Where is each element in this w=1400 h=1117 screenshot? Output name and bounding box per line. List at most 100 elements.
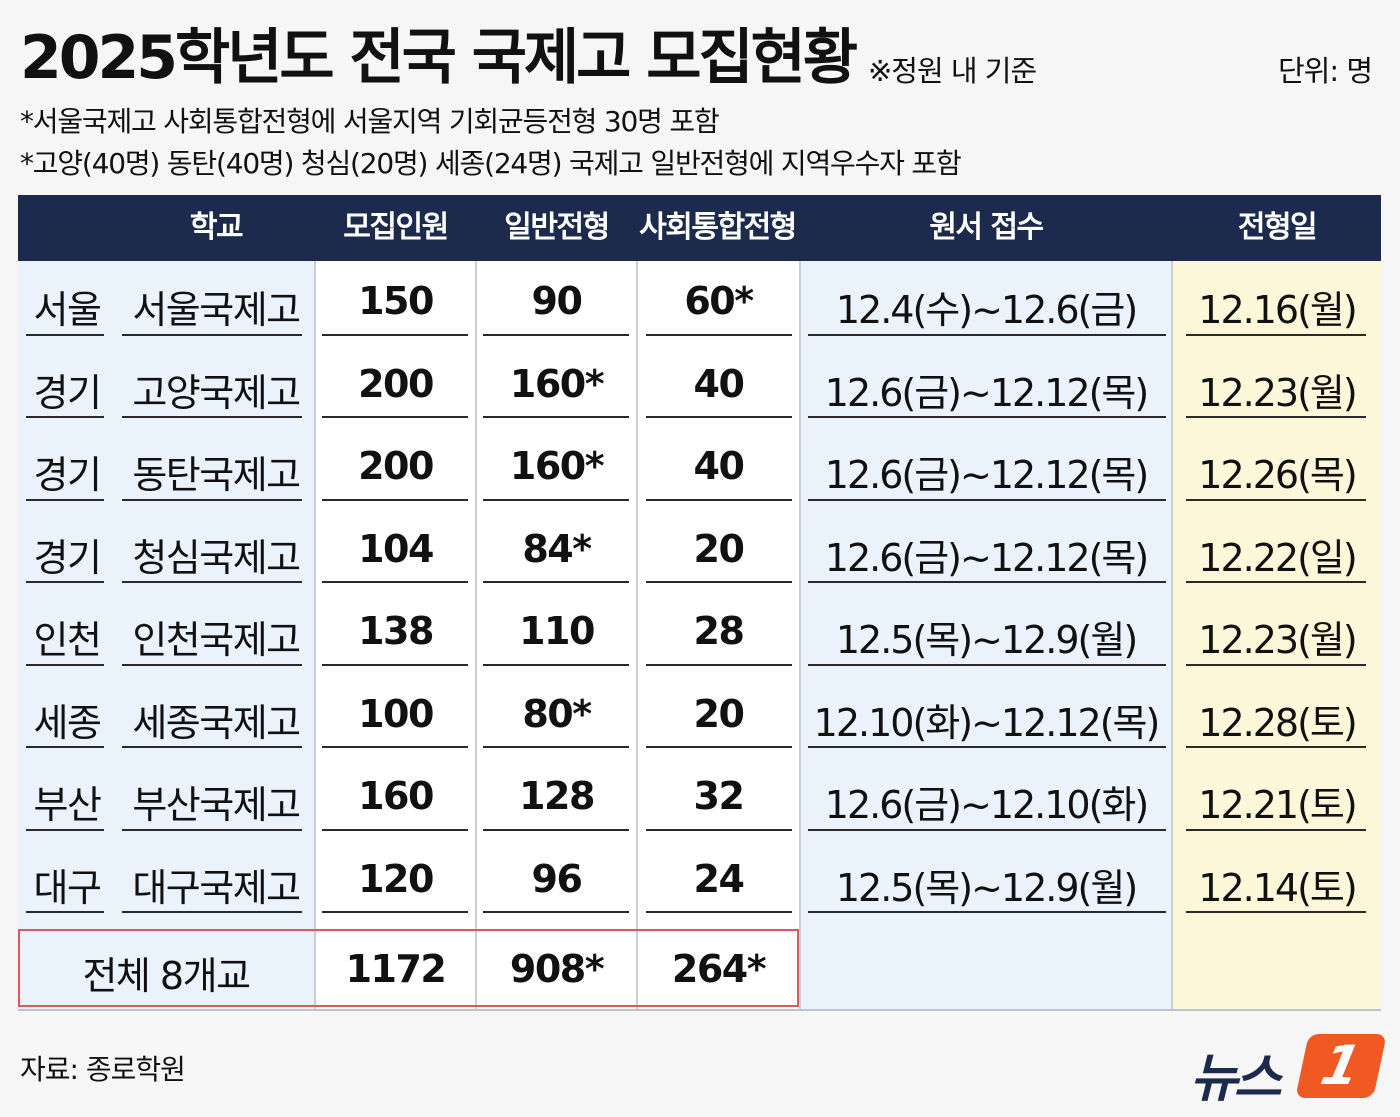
cell-apply: 12.6(금)~12.12(목) — [824, 535, 1149, 580]
source-credit: 자료: 종로학원 — [20, 1053, 186, 1086]
row-separator — [322, 746, 468, 748]
total-recruit: 1172 — [345, 947, 447, 991]
total-label: 전체 8개교 — [82, 954, 251, 998]
cell-exam: 12.28(토) — [1198, 700, 1357, 745]
column-divider — [1171, 261, 1173, 1011]
cell-region: 경기 — [33, 453, 102, 497]
row-separator — [1186, 416, 1366, 418]
row-separator — [322, 498, 468, 501]
cell-recruit: 120 — [358, 856, 434, 901]
row-separator — [483, 911, 629, 913]
row-separator — [1186, 333, 1366, 336]
row-separator — [646, 911, 792, 913]
row-separator — [122, 828, 302, 831]
row-separator — [322, 911, 468, 913]
row-separator — [808, 663, 1166, 666]
row-separator — [26, 416, 104, 418]
cell-recruit: 104 — [358, 526, 434, 571]
region-school-column-bg — [18, 195, 314, 1011]
row-separator — [322, 581, 468, 583]
cell-apply: 12.6(금)~12.12(목) — [824, 370, 1149, 415]
apply-column-bg — [801, 195, 1171, 1011]
row-separator — [122, 663, 302, 666]
row-separator — [26, 581, 104, 583]
header-school: 학교 — [189, 210, 244, 245]
row-separator — [1186, 581, 1366, 583]
row-separator — [646, 746, 792, 748]
table-header — [18, 195, 1381, 261]
cell-exam: 12.23(월) — [1198, 618, 1357, 662]
numbers-column-bg — [314, 195, 799, 1011]
row-separator — [483, 498, 629, 501]
row-separator — [1186, 828, 1366, 831]
row-separator — [483, 663, 629, 666]
row-separator — [646, 581, 792, 583]
table-bottom-line — [18, 1009, 1381, 1011]
cell-school: 부산국제고 — [132, 783, 301, 827]
row-separator — [122, 746, 302, 748]
row-separator — [483, 746, 629, 748]
row-separator — [808, 746, 1166, 748]
cell-apply: 12.5(목)~12.9(월) — [835, 618, 1138, 662]
row-separator — [26, 911, 104, 913]
header-recruit: 모집인원 — [343, 210, 449, 245]
row-separator — [646, 498, 792, 501]
row-separator — [808, 828, 1166, 831]
row-separator — [322, 828, 468, 831]
cell-school: 청심국제고 — [132, 535, 301, 580]
row-separator — [26, 746, 104, 748]
row-separator — [808, 416, 1166, 418]
cell-social: 28 — [693, 609, 745, 653]
cell-region: 서울 — [33, 288, 102, 332]
cell-social: 20 — [693, 526, 745, 571]
logo-number: 1 — [1315, 1034, 1367, 1097]
row-separator — [808, 911, 1166, 913]
row-separator — [808, 498, 1166, 501]
cell-region: 인천 — [33, 618, 102, 662]
cell-region: 대구 — [33, 865, 102, 910]
row-separator — [646, 663, 792, 666]
logo-badge: 1 — [1295, 1034, 1387, 1098]
row-separator — [322, 416, 468, 418]
cell-school: 고양국제고 — [132, 370, 301, 415]
row-separator — [26, 498, 104, 501]
row-separator — [26, 333, 104, 336]
row-separator — [122, 911, 302, 913]
cell-region: 경기 — [33, 370, 102, 415]
cell-apply: 12.10(화)~12.12(목) — [813, 700, 1161, 745]
column-divider — [475, 261, 477, 1011]
cell-apply: 12.4(수)~12.6(금) — [835, 288, 1138, 332]
cell-school: 인천국제고 — [132, 618, 301, 662]
column-divider — [799, 261, 801, 1011]
cell-apply: 12.6(금)~12.12(목) — [824, 453, 1149, 497]
header-apply: 원서 접수 — [929, 210, 1044, 245]
row-separator — [646, 416, 792, 418]
row-separator — [122, 416, 302, 418]
row-separator — [1186, 911, 1366, 913]
cell-general: 160* — [509, 361, 605, 406]
header-exam: 전형일 — [1237, 210, 1318, 245]
total-general: 908* — [509, 947, 605, 991]
page-title: 2025학년도 전국 국제고 모집현황 — [20, 23, 858, 93]
row-separator — [646, 333, 792, 336]
cell-region: 경기 — [33, 535, 102, 580]
row-separator — [122, 581, 302, 583]
cell-general: 84* — [522, 526, 592, 571]
row-separator — [646, 828, 792, 831]
row-separator — [483, 333, 629, 336]
row-separator — [122, 498, 302, 501]
row-separator — [1186, 498, 1366, 501]
logo-text: 뉴스 — [1190, 1049, 1282, 1109]
row-separator — [26, 663, 104, 666]
cell-recruit: 100 — [358, 691, 434, 736]
row-separator — [322, 663, 468, 666]
row-separator — [483, 416, 629, 418]
column-divider — [636, 261, 638, 1011]
row-separator — [122, 333, 302, 336]
unit-label: 단위: 명 — [1277, 54, 1373, 88]
row-separator — [26, 828, 104, 831]
footnote-2: *고양(40명) 동탄(40명) 청심(20명) 세종(24명) 국제고 일반전… — [20, 147, 962, 180]
cell-social: 40 — [693, 444, 745, 488]
cell-exam: 12.23(월) — [1198, 370, 1357, 415]
cell-school: 세종국제고 — [132, 700, 301, 745]
